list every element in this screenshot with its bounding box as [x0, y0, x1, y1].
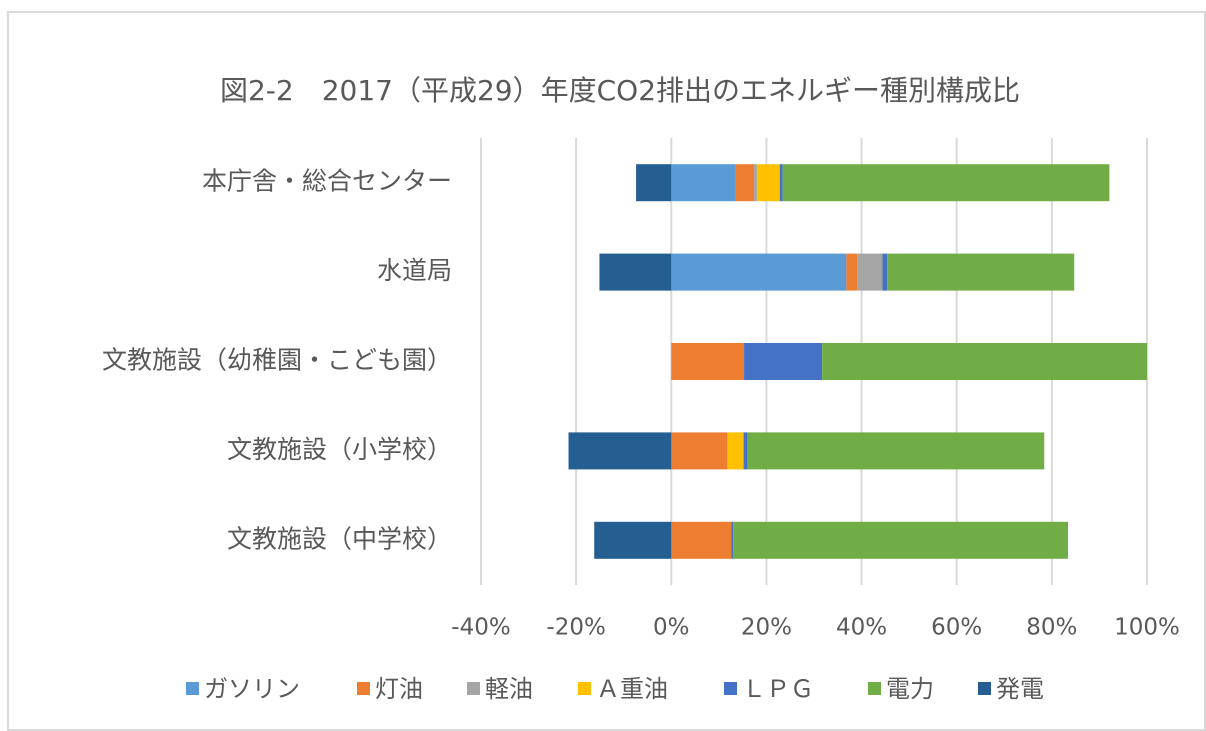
- bar-segment: [887, 253, 1075, 291]
- bar-segment: [779, 164, 783, 202]
- x-tick-label: 0%: [653, 615, 690, 641]
- bar-segment: [671, 253, 847, 291]
- bar-segment: [568, 432, 672, 470]
- bar-segment: [731, 521, 734, 559]
- bar-segment: [744, 343, 823, 380]
- x-tick-label: 100%: [1114, 615, 1180, 641]
- y-tick-label: 文教施設（中学校）: [227, 524, 452, 553]
- legend-swatch: [467, 682, 480, 695]
- legend-swatch: [357, 682, 370, 695]
- legend-swatch: [186, 682, 199, 695]
- bar-segment: [822, 343, 1147, 380]
- bar-segment: [636, 164, 672, 202]
- bar-segment: [671, 432, 728, 470]
- y-tick-label: 文教施設（小学校）: [227, 435, 452, 464]
- bar-segment: [756, 164, 780, 202]
- x-tick-label: 40%: [836, 615, 887, 641]
- bar-segment: [754, 164, 757, 202]
- legend-label: 電力: [886, 675, 934, 703]
- bar-segment: [857, 253, 883, 291]
- legend-swatch: [868, 682, 881, 695]
- legend-label: ガソリン: [204, 675, 300, 703]
- bar-segment: [782, 164, 1110, 202]
- x-tick-label: 20%: [741, 615, 792, 641]
- bar-segment: [743, 432, 748, 470]
- x-tick-label: -40%: [451, 615, 510, 641]
- legend-label: ＬＰＧ: [742, 675, 814, 703]
- bar-segment: [671, 521, 732, 559]
- legend-swatch: [978, 682, 991, 695]
- chart-title: 図2-2 2017（平成29）年度CO2排出のエネルギー種別構成比: [220, 74, 1020, 107]
- x-tick-label: 60%: [931, 615, 982, 641]
- legend-swatch: [724, 682, 737, 695]
- legend-label: 灯油: [375, 675, 423, 703]
- x-tick-label: -20%: [546, 615, 605, 641]
- bar-segment: [846, 253, 858, 291]
- bar-segment: [882, 253, 888, 291]
- legend-label: 発電: [996, 675, 1044, 703]
- bar-segment: [733, 521, 1069, 559]
- bar-segment: [735, 164, 755, 202]
- bar-segment: [671, 343, 745, 380]
- legend-label: Ａ重油: [596, 675, 668, 703]
- legend-swatch: [578, 682, 591, 695]
- bar-segment: [727, 432, 744, 470]
- bar-segment: [594, 521, 672, 559]
- bar-segment: [747, 432, 1045, 470]
- y-tick-label: 水道局: [377, 256, 452, 285]
- bar-segment: [671, 164, 736, 202]
- y-tick-label: 文教施設（幼稚園・こども園）: [102, 346, 452, 375]
- y-tick-label: 本庁舎・総合センター: [202, 167, 452, 196]
- bar-segment: [599, 253, 672, 291]
- legend-label: 軽油: [485, 675, 533, 703]
- x-tick-label: 80%: [1026, 615, 1077, 641]
